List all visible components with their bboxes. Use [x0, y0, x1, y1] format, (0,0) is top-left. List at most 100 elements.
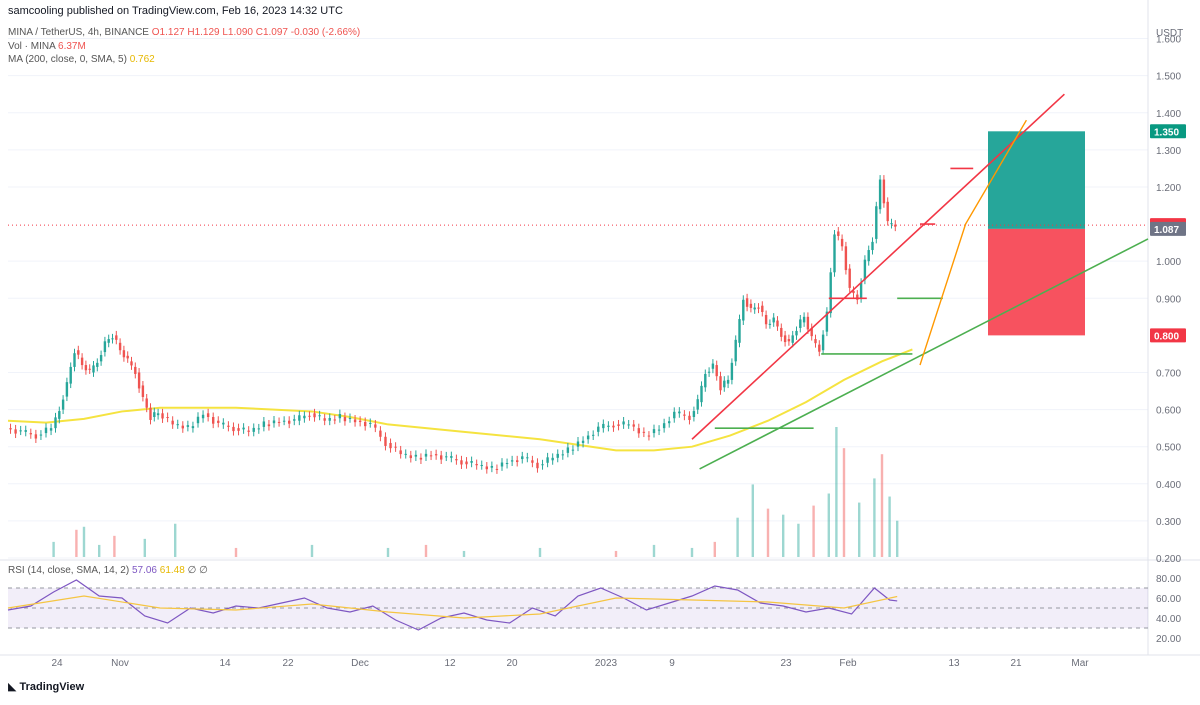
volume-value: 6.37M	[58, 41, 86, 52]
candle-body	[840, 238, 844, 247]
volume-bar	[713, 541, 716, 557]
price-tick-label: 1.600	[1156, 35, 1181, 46]
long-position-tool[interactable]	[988, 131, 1085, 336]
ma-legend[interactable]: MA (200, close, 0, SMA, 5) 0.762	[8, 54, 155, 65]
time-tick-label: 23	[780, 658, 792, 669]
candle-body	[783, 335, 787, 343]
candle-body	[440, 455, 443, 460]
candle-body	[434, 454, 438, 456]
candle-body	[802, 316, 806, 323]
candle-body	[77, 350, 80, 355]
candle-body	[745, 298, 749, 307]
candle-body	[39, 434, 43, 436]
rsi-ma-line	[7, 595, 898, 619]
candle-body	[833, 234, 836, 273]
time-tick-label: 14	[219, 658, 231, 669]
volume-bar	[827, 493, 830, 557]
candle-body	[505, 463, 509, 465]
tradingview-logo[interactable]: ◣ TradingView	[8, 680, 84, 693]
candle-body	[9, 428, 12, 430]
candle-body	[196, 416, 200, 424]
symbol-legend[interactable]: MINA / TetherUS, 4h, BINANCE O1.127 H1.1…	[8, 27, 360, 38]
candle-body	[149, 407, 152, 420]
price-tick-label: 0.200	[1156, 554, 1181, 565]
candle-body	[878, 179, 882, 210]
price-badge-label: 0.800	[1154, 331, 1179, 342]
candle-body	[409, 455, 412, 459]
rsi-legend[interactable]: RSI (14, close, SMA, 14, 2) 57.06 61.48 …	[8, 565, 208, 576]
candle-body	[791, 335, 794, 343]
price-tick-label: 0.600	[1156, 406, 1181, 417]
candle-body	[92, 365, 95, 373]
candle-body	[761, 305, 764, 313]
candle-body	[328, 417, 331, 421]
candle-body	[772, 317, 775, 323]
time-axis[interactable]: 24 Nov 14 22 Dec 12 20 2023 9 23 Feb 13 21 Mar	[51, 658, 1089, 669]
candle-body	[848, 268, 851, 288]
volume-bar	[538, 547, 542, 557]
publish-info: samcooling published on TradingView.com,…	[8, 5, 343, 17]
candle-body	[414, 454, 418, 457]
candle-body	[510, 460, 514, 462]
candle-body	[374, 424, 377, 428]
price-badge	[1150, 221, 1186, 236]
candle-body	[141, 385, 145, 397]
candle-body	[201, 414, 205, 419]
candle-body	[749, 303, 753, 308]
drawings[interactable]	[691, 93, 1149, 470]
candle-body	[556, 453, 559, 458]
candle-body	[257, 428, 260, 430]
volume-label: Vol · MINA	[8, 41, 56, 52]
candle-body	[882, 179, 886, 204]
price-badge-label: 1.350	[1154, 127, 1179, 138]
candle-body	[571, 449, 575, 451]
tradingview-logo-text: TradingView	[19, 681, 85, 693]
time-tick-label: 21	[1010, 658, 1022, 669]
candle-body	[358, 420, 362, 422]
volume-bar	[812, 505, 815, 557]
time-tick-label: 9	[669, 658, 675, 669]
rsi-pane	[7, 579, 1148, 631]
volume-bars	[52, 427, 899, 557]
volume-bar	[614, 550, 618, 557]
candle-body	[247, 430, 250, 432]
candle-body	[592, 434, 595, 436]
time-tick-label: Mar	[1071, 658, 1089, 669]
candle-body	[73, 353, 76, 367]
candle-body	[768, 323, 772, 325]
candle-body	[551, 457, 554, 461]
volume-bar	[896, 520, 899, 557]
candle-body	[191, 426, 195, 429]
price-tick-label: 1.400	[1156, 109, 1181, 120]
candle-body	[730, 362, 734, 380]
candle-body	[130, 361, 133, 366]
candle-body	[267, 424, 271, 427]
candle-body	[343, 417, 347, 422]
projection-path	[919, 119, 1028, 366]
candle-body	[700, 385, 703, 403]
candle-body	[394, 446, 397, 448]
candle-body	[757, 307, 760, 309]
ma-value: 0.762	[129, 54, 155, 65]
volume-legend[interactable]: Vol · MINA 6.37M	[8, 41, 86, 52]
candle-body	[516, 460, 519, 463]
candle-body	[29, 433, 32, 435]
candle-body	[206, 413, 210, 418]
candle-body	[652, 429, 656, 434]
candle-body	[272, 420, 276, 424]
candle-body	[54, 417, 57, 429]
candle-body	[696, 399, 699, 410]
candle-body	[821, 334, 825, 351]
candle-body	[657, 429, 661, 431]
candle-body	[692, 411, 696, 418]
volume-bar	[52, 541, 55, 557]
candle-body	[65, 382, 69, 397]
candle-body	[734, 339, 737, 362]
candle-body	[753, 307, 756, 310]
volume-bar	[888, 496, 891, 557]
currency-label: USDT	[1156, 28, 1183, 39]
candle-body	[818, 344, 821, 352]
candle-body	[212, 417, 215, 424]
